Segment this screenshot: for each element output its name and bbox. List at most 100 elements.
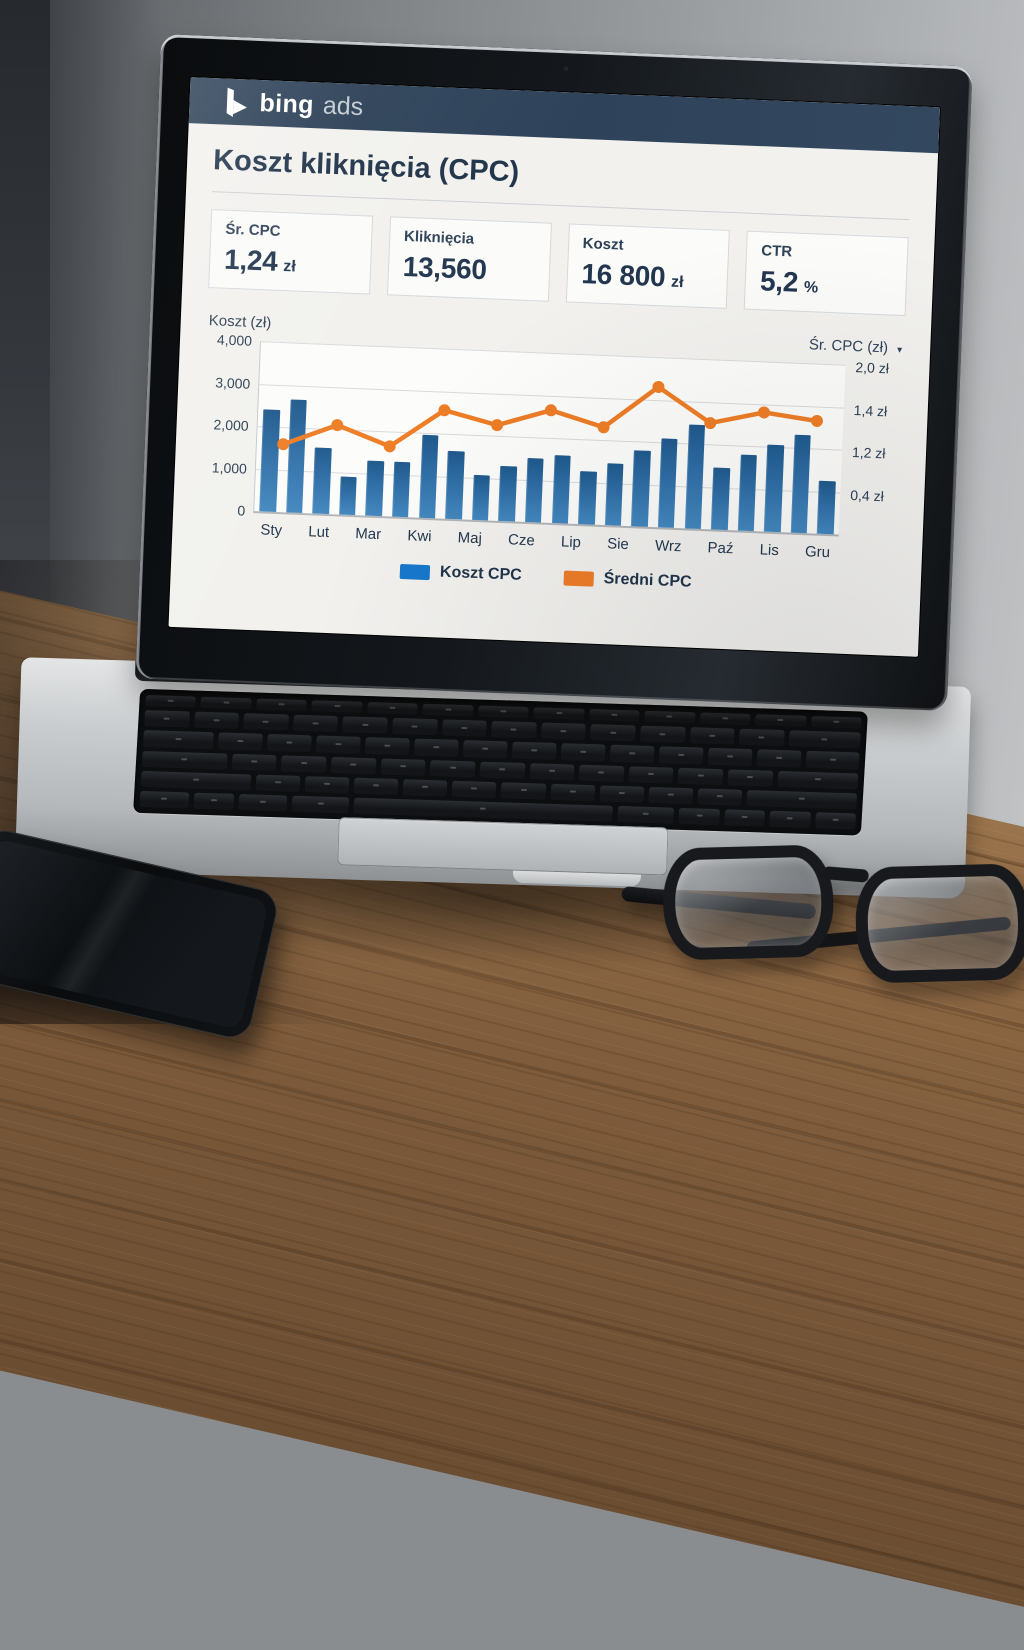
chart-legend: Koszt CPC Średni CPC (197, 554, 895, 600)
laptop-screen: bing ads Koszt kliknięcia (CPC) Śr. CPC … (168, 77, 940, 657)
glasses (621, 832, 1024, 1023)
legend-swatch-blue (399, 563, 431, 580)
keyboard-key (699, 712, 751, 726)
stat-card-klikniecia: Kliknięcia 13,560 (386, 216, 552, 302)
line-point (652, 380, 665, 393)
app-header: bing ads (188, 77, 940, 154)
keyboard-key (689, 727, 735, 745)
stat-label: Kliknięcia (403, 227, 475, 248)
legend-swatch-orange (563, 570, 594, 587)
keyboard (133, 688, 868, 836)
line-point (597, 421, 610, 434)
keyboard-key (609, 745, 655, 763)
keyboard-key (330, 756, 377, 775)
keyboard-key (697, 788, 743, 806)
keyboard-key (141, 750, 228, 770)
keyboard-key (755, 714, 807, 728)
stat-card-koszt: Koszt 16 800 zł (565, 223, 731, 309)
keyboard-key (243, 713, 289, 731)
keyboard-key (500, 781, 546, 800)
legend-item-koszt-cpc[interactable]: Koszt CPC (399, 562, 523, 585)
x-label: Paź (707, 539, 734, 558)
keyboard-key (648, 786, 694, 805)
y-tick-left: 3,000 (214, 373, 251, 392)
stat-value: 16 800 (580, 258, 666, 293)
keyboard-key (727, 768, 774, 787)
keyboard-key (578, 764, 625, 782)
y-tick-left: 4,000 (216, 331, 253, 349)
keyboard-key (616, 805, 675, 824)
keyboard-key (380, 758, 426, 776)
legend-item-sredni-cpc[interactable]: Średni CPC (563, 569, 692, 592)
keyboard-key (598, 785, 644, 803)
stat-value: 5,2 (759, 265, 799, 298)
keyboard-key (414, 738, 460, 757)
keyboard-key (451, 780, 497, 798)
keyboard-key (342, 716, 388, 735)
glasses-lens-right (854, 863, 1024, 984)
x-label: Mar (355, 525, 382, 544)
trackpad[interactable] (337, 817, 669, 876)
keyboard-key (658, 746, 704, 765)
brand-bing[interactable]: bing (259, 88, 315, 119)
x-label: Gru (804, 543, 831, 562)
keyboard-key (746, 789, 858, 810)
brand-ads: ads (322, 91, 364, 121)
line-point (438, 404, 451, 417)
stat-card-sr-cpc: Śr. CPC 1,24 zł (208, 209, 373, 295)
keyboard-key (353, 777, 399, 795)
keyboard-key (200, 696, 252, 710)
y-tick-left: 2,000 (213, 416, 249, 434)
y-tick-left: 0 (237, 502, 246, 519)
keyboard-key (422, 703, 474, 717)
keyboard-key (391, 718, 438, 736)
stat-unit: % (803, 278, 819, 297)
stat-label: Koszt (582, 235, 624, 254)
y-axis-right: 2,0 zł 1,4 zł 1,2 zł 0,4 zł (839, 359, 904, 537)
keyboard-key (707, 748, 753, 766)
keyboard-key (367, 702, 419, 715)
keyboard-key (738, 729, 785, 747)
plot-area (253, 341, 846, 537)
keyboard-key (529, 762, 575, 781)
keyboard-key (805, 751, 860, 770)
legend-label: Koszt CPC (439, 563, 523, 584)
line-point (277, 438, 290, 451)
keyboard-key (788, 730, 861, 749)
y-tick-right: 1,4 zł (853, 401, 888, 419)
keyboard-key (441, 719, 488, 738)
keyboard-key (678, 807, 720, 826)
left-axis-title: Koszt (zł) (208, 312, 272, 332)
webcam-icon (562, 65, 570, 73)
y-tick-left: 1,000 (211, 458, 248, 477)
keyboard-key (590, 724, 636, 742)
bing-logo-icon[interactable] (225, 86, 249, 118)
legend-label: Średni CPC (603, 570, 692, 591)
keyboard-key (533, 707, 585, 721)
cpc-line-layer (277, 380, 823, 453)
stat-unit: zł (282, 258, 297, 276)
right-axis-dropdown[interactable]: Śr. CPC (zł) ▾ (809, 336, 903, 357)
keyboard-key (814, 812, 857, 830)
keyboard-key (588, 708, 640, 722)
x-label: Cze (507, 531, 536, 550)
keyboard-key (810, 715, 862, 729)
stat-value: 1,24 (223, 243, 279, 277)
keyboard-key (677, 767, 724, 785)
keyboard-key (429, 759, 476, 778)
x-label: Kwi (407, 527, 432, 546)
cpc-line (280, 384, 820, 449)
chart: 4,000 3,000 2,000 1,000 0 2,0 zł 1,4 zł 1,2 zł… (199, 331, 904, 539)
keyboard-key (139, 790, 189, 809)
keyboard-key (777, 770, 859, 790)
keyboard-key (218, 732, 264, 751)
keyboard-key (292, 715, 339, 733)
right-axis-title: Śr. CPC (zł) (808, 336, 889, 357)
glasses-lens-left (661, 844, 835, 961)
line-point (810, 414, 823, 427)
keyboard-key (192, 792, 235, 810)
keyboard-key (402, 778, 448, 797)
stat-cards-row: Śr. CPC 1,24 zł Kliknięcia 13,560 Koszt (208, 209, 909, 317)
stat-value: 13,560 (402, 250, 488, 286)
x-label: Lut (307, 523, 330, 542)
